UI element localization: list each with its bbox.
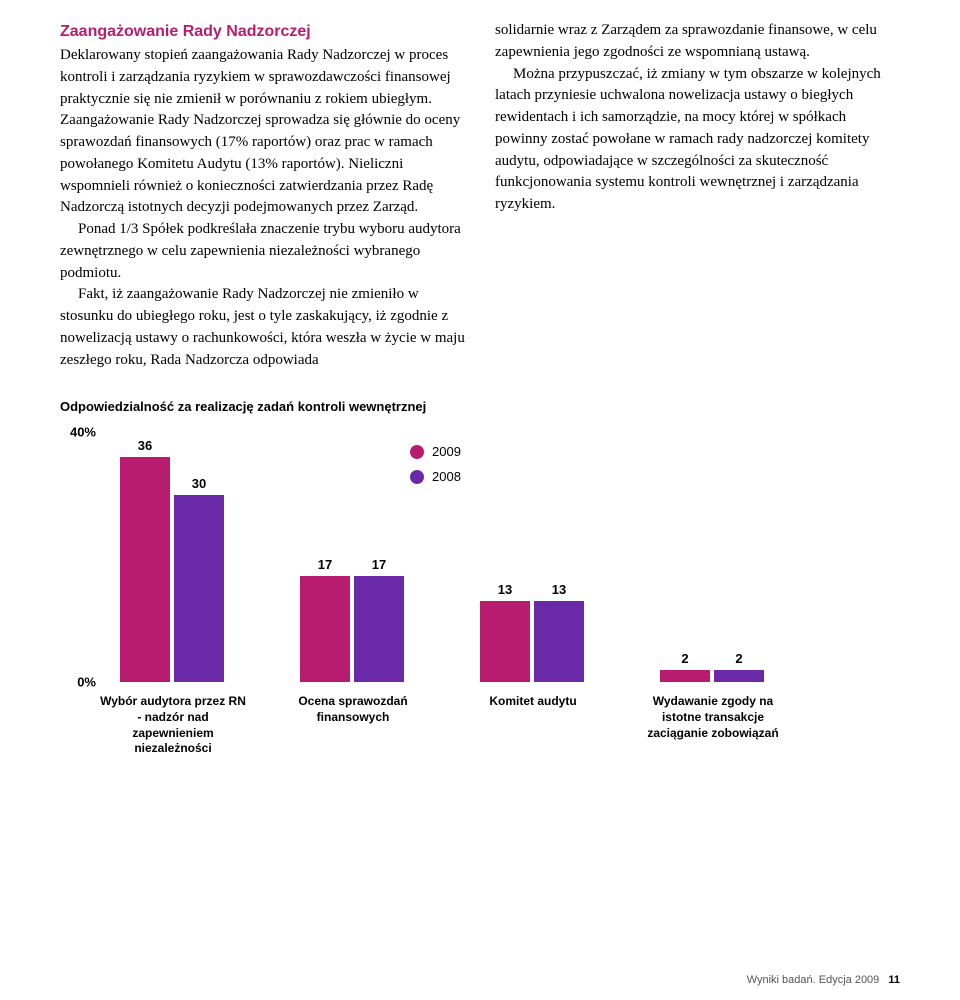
chart-title: Odpowiedzialność za realizację zadań kon… — [60, 399, 900, 414]
category-label: Komitet audytu — [458, 694, 608, 710]
chart-bar — [120, 457, 170, 682]
paragraph: solidarnie wraz z Zarządem za sprawozdan… — [495, 20, 900, 64]
legend-swatch — [410, 445, 424, 459]
chart-bar — [534, 601, 584, 682]
category-label: Wybór audytora przez RN - nadzór nad zap… — [98, 694, 248, 756]
page-footer: Wyniki badań. Edycja 2009 11 — [747, 974, 900, 986]
paragraph: Można przypuszczać, iż zmiany w tym obsz… — [495, 64, 900, 216]
y-tick: 0% — [60, 675, 96, 690]
chart: 40%0%2009200836301717131322 Wybór audyto… — [60, 432, 800, 762]
column-left: Zaangażowanie Rady Nadzorczej Deklarowan… — [60, 20, 465, 371]
bar-value-label: 13 — [480, 582, 530, 597]
bar-value-label: 17 — [354, 557, 404, 572]
chart-plot: 40%0%2009200836301717131322 — [100, 432, 800, 682]
legend-swatch — [410, 470, 424, 484]
paragraph: Fakt, iż zaangażowanie Rady Nadzorczej n… — [60, 284, 465, 371]
chart-bar — [480, 601, 530, 682]
bar-value-label: 2 — [660, 651, 710, 666]
category-label: Ocena sprawozdań finansowych — [278, 694, 428, 725]
section-title: Zaangażowanie Rady Nadzorczej — [60, 20, 465, 43]
bar-value-label: 17 — [300, 557, 350, 572]
y-tick: 40% — [60, 425, 96, 440]
text-columns: Zaangażowanie Rady Nadzorczej Deklarowan… — [60, 20, 900, 371]
chart-section: Odpowiedzialność za realizację zadań kon… — [60, 399, 900, 762]
legend-item: 2009 — [410, 444, 461, 459]
chart-bar — [174, 495, 224, 683]
chart-bar — [300, 576, 350, 682]
legend-label: 2009 — [432, 444, 461, 459]
paragraph: Ponad 1/3 Spółek podkreślała znaczenie t… — [60, 219, 465, 284]
bar-value-label: 30 — [174, 476, 224, 491]
chart-bar — [354, 576, 404, 682]
legend-label: 2008 — [432, 469, 461, 484]
chart-bar — [714, 670, 764, 683]
column-right: solidarnie wraz z Zarządem za sprawozdan… — [495, 20, 900, 371]
page-number: 11 — [888, 974, 900, 986]
category-label: Wydawanie zgody na istotne transakcje za… — [638, 694, 788, 741]
bar-value-label: 13 — [534, 582, 584, 597]
bar-value-label: 2 — [714, 651, 764, 666]
chart-legend: 2009 2008 — [410, 444, 461, 484]
bar-value-label: 36 — [120, 438, 170, 453]
legend-item: 2008 — [410, 469, 461, 484]
chart-bar — [660, 670, 710, 683]
footer-text: Wyniki badań. Edycja 2009 — [747, 974, 880, 986]
paragraph: Deklarowany stopień zaangażowania Rady N… — [60, 45, 465, 219]
